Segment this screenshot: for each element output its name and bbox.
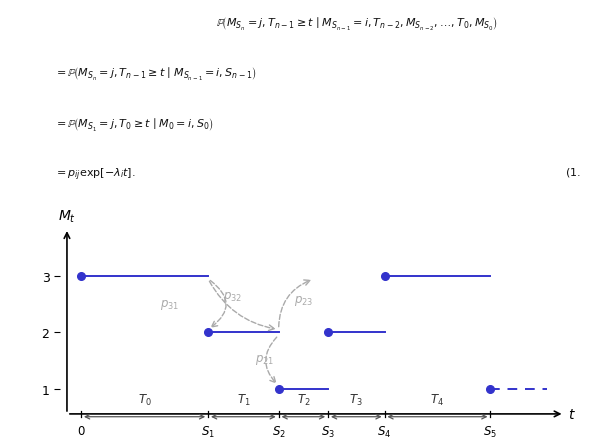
Text: $M_t$: $M_t$ [58, 208, 76, 224]
Text: $T_1$: $T_1$ [237, 392, 250, 407]
Text: $0$: $0$ [77, 424, 86, 437]
Text: $= \mathbb{P}\!\left( M_{S_n} = j, T_{n-1} \geq t \mid M_{S_{n-1}} = i, S_{n-1} : $= \mathbb{P}\!\left( M_{S_n} = j, T_{n-… [54, 65, 256, 82]
Text: $S_3$: $S_3$ [321, 424, 335, 438]
Text: $p_{23}$: $p_{23}$ [294, 293, 313, 307]
Text: $T_2$: $T_2$ [297, 392, 310, 407]
Text: $S_2$: $S_2$ [272, 424, 286, 438]
Text: $p_{21}$: $p_{21}$ [255, 353, 274, 367]
Text: $t$: $t$ [568, 407, 576, 421]
Text: $S_1$: $S_1$ [201, 424, 215, 438]
Text: $S_5$: $S_5$ [483, 424, 497, 438]
Text: $T_0$: $T_0$ [138, 392, 152, 407]
Text: $\mathbb{P}\!\left( M_{S_n} = j, T_{n-1} \geq t \mid M_{S_{n-1}} = i, T_{n-2}, M: $\mathbb{P}\!\left( M_{S_n} = j, T_{n-1}… [216, 15, 497, 32]
Text: $= p_{ij} \exp[-\lambda_i t].$: $= p_{ij} \exp[-\lambda_i t].$ [54, 166, 135, 183]
Text: $(1.$: $(1.$ [565, 166, 581, 179]
Text: $p_{31}$: $p_{31}$ [160, 297, 179, 311]
Text: $= \mathbb{P}\!\left( M_{S_1} = j, T_0 \geq t \mid M_0 = i, S_0 \right)$: $= \mathbb{P}\!\left( M_{S_1} = j, T_0 \… [54, 116, 214, 133]
Text: $T_3$: $T_3$ [349, 392, 363, 407]
Text: $T_4$: $T_4$ [431, 392, 444, 407]
Text: $p_{32}$: $p_{32}$ [223, 289, 243, 303]
Text: $S_4$: $S_4$ [377, 424, 392, 438]
